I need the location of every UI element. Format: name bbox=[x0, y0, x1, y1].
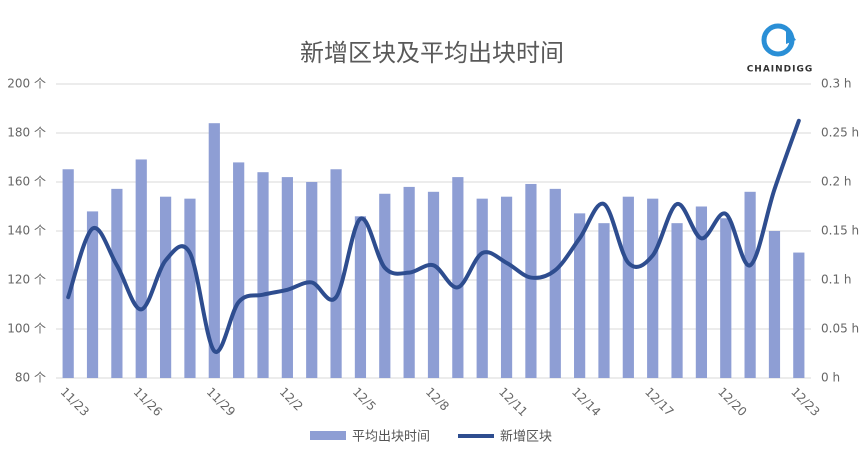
logo: CHAINDIGG bbox=[747, 23, 814, 75]
x-tick-label: 12/11 bbox=[496, 385, 530, 419]
y2-tick-label: 0.15 h bbox=[821, 224, 859, 238]
bar bbox=[500, 196, 513, 378]
y-tick-label: 100 个 bbox=[7, 322, 46, 336]
x-tick-label: 12/23 bbox=[788, 385, 822, 419]
y-tick-label: 180 个 bbox=[7, 126, 46, 140]
bar bbox=[135, 159, 147, 378]
bar bbox=[671, 223, 683, 378]
legend-label: 新增区块 bbox=[500, 429, 552, 445]
legend-label: 平均出块时间 bbox=[352, 430, 430, 445]
bar bbox=[695, 206, 708, 378]
bar bbox=[574, 213, 586, 378]
x-tick-label: 11/29 bbox=[204, 385, 238, 419]
bar bbox=[452, 177, 464, 378]
bar bbox=[525, 183, 537, 378]
y2-tick-label: 0 h bbox=[821, 371, 840, 385]
bar bbox=[62, 169, 74, 378]
bar bbox=[159, 196, 172, 378]
bar bbox=[622, 196, 634, 378]
bar bbox=[720, 218, 732, 378]
chart-title: 新增区块及平均出块时间 bbox=[300, 39, 564, 67]
bar bbox=[768, 231, 781, 378]
bar bbox=[403, 186, 415, 378]
logo-text: CHAINDIGG bbox=[747, 65, 814, 75]
bar bbox=[306, 182, 318, 378]
y-tick-label: 120 个 bbox=[7, 273, 46, 287]
y-tick-label: 80 个 bbox=[15, 371, 46, 385]
y-tick-label: 160 个 bbox=[7, 175, 46, 189]
bar bbox=[793, 252, 805, 378]
y-tick-label: 140 个 bbox=[7, 224, 46, 238]
x-tick-label: 12/2 bbox=[277, 385, 306, 414]
bar bbox=[111, 188, 123, 378]
legend-swatch bbox=[310, 431, 346, 440]
logo-icon bbox=[786, 26, 796, 44]
x-tick-label: 12/17 bbox=[642, 385, 676, 419]
bar bbox=[549, 188, 561, 378]
y2-tick-label: 0.1 h bbox=[821, 273, 852, 287]
bar bbox=[354, 216, 367, 378]
bar bbox=[598, 223, 610, 378]
x-tick-label: 11/23 bbox=[58, 385, 92, 419]
line bbox=[66, 118, 801, 354]
bar bbox=[744, 191, 756, 378]
x-tick-label: 12/20 bbox=[715, 385, 749, 419]
bar bbox=[184, 198, 196, 378]
bar bbox=[233, 162, 245, 378]
bar bbox=[257, 172, 269, 378]
bar bbox=[208, 123, 220, 378]
y2-tick-label: 0.05 h bbox=[821, 322, 859, 336]
y2-tick-label: 0.2 h bbox=[821, 175, 852, 189]
y-tick-label: 200 个 bbox=[7, 77, 46, 91]
y2-tick-label: 0.25 h bbox=[821, 126, 859, 140]
y2-tick-label: 0.3 h bbox=[821, 77, 852, 91]
x-tick-label: 11/26 bbox=[131, 385, 165, 419]
bar bbox=[330, 169, 342, 378]
bar bbox=[379, 193, 391, 378]
bar bbox=[86, 211, 99, 378]
bar bbox=[476, 198, 488, 378]
x-tick-label: 12/5 bbox=[350, 385, 379, 414]
bar bbox=[647, 198, 659, 378]
x-tick-label: 12/8 bbox=[423, 385, 452, 414]
bar bbox=[427, 191, 440, 378]
bar bbox=[281, 177, 293, 378]
x-tick-label: 12/14 bbox=[569, 385, 603, 419]
